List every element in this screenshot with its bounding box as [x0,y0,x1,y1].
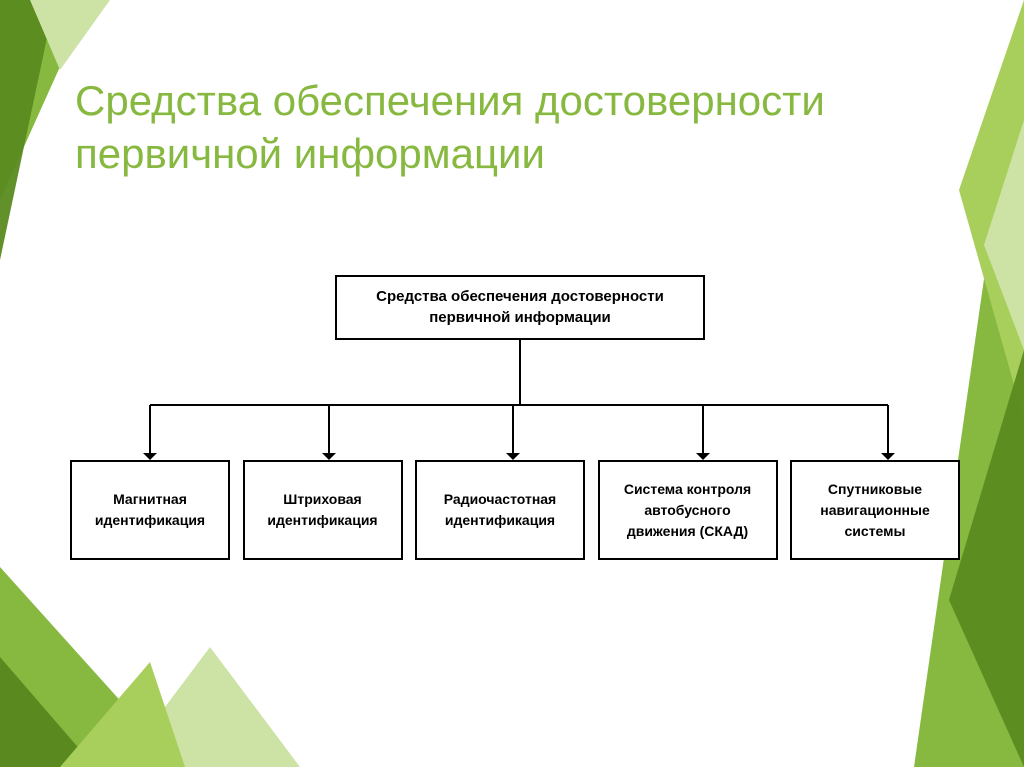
slide-stage: Средства обеспечения достоверности перви… [0,0,1024,767]
decor-bottom-left [0,567,300,767]
child-label-line: идентификация [95,512,205,528]
diagram-child-node: Магнитная идентификация [70,460,230,560]
diagram-child-node: Система контроля автобусного движения (СКА… [598,460,778,560]
child-label-line: Система контроля [624,481,751,497]
child-label-line: Спутниковые [828,481,922,497]
root-label-line2: первичной информации [429,309,611,326]
child-label-line: идентификация [267,512,377,528]
child-label-line: Магнитная [113,491,187,507]
child-label-line: Штриховая [283,491,361,507]
diagram-child-row: Магнитная идентификация Штриховая идентифик… [70,460,960,560]
child-label-line: идентификация [445,512,555,528]
child-label-line: движения (СКАД) [627,523,748,539]
diagram-root-node: Средства обеспечения достоверности перви… [335,275,705,340]
diagram-child-node: Штриховая идентификация [243,460,403,560]
diagram-child-node: Спутниковые навигационные системы [790,460,960,560]
diagram-container: Средства обеспечения достоверности перви… [70,275,960,595]
diagram-child-node: Радиочастотная идентификация [415,460,585,560]
child-label-line: системы [845,523,906,539]
slide-title: Средства обеспечения достоверности перви… [75,75,835,180]
child-label-line: Радиочастотная [444,491,556,507]
child-label-line: навигационные [820,502,930,518]
child-label-line: автобусного [644,502,730,518]
root-label-line1: Средства обеспечения достоверности [376,288,664,305]
